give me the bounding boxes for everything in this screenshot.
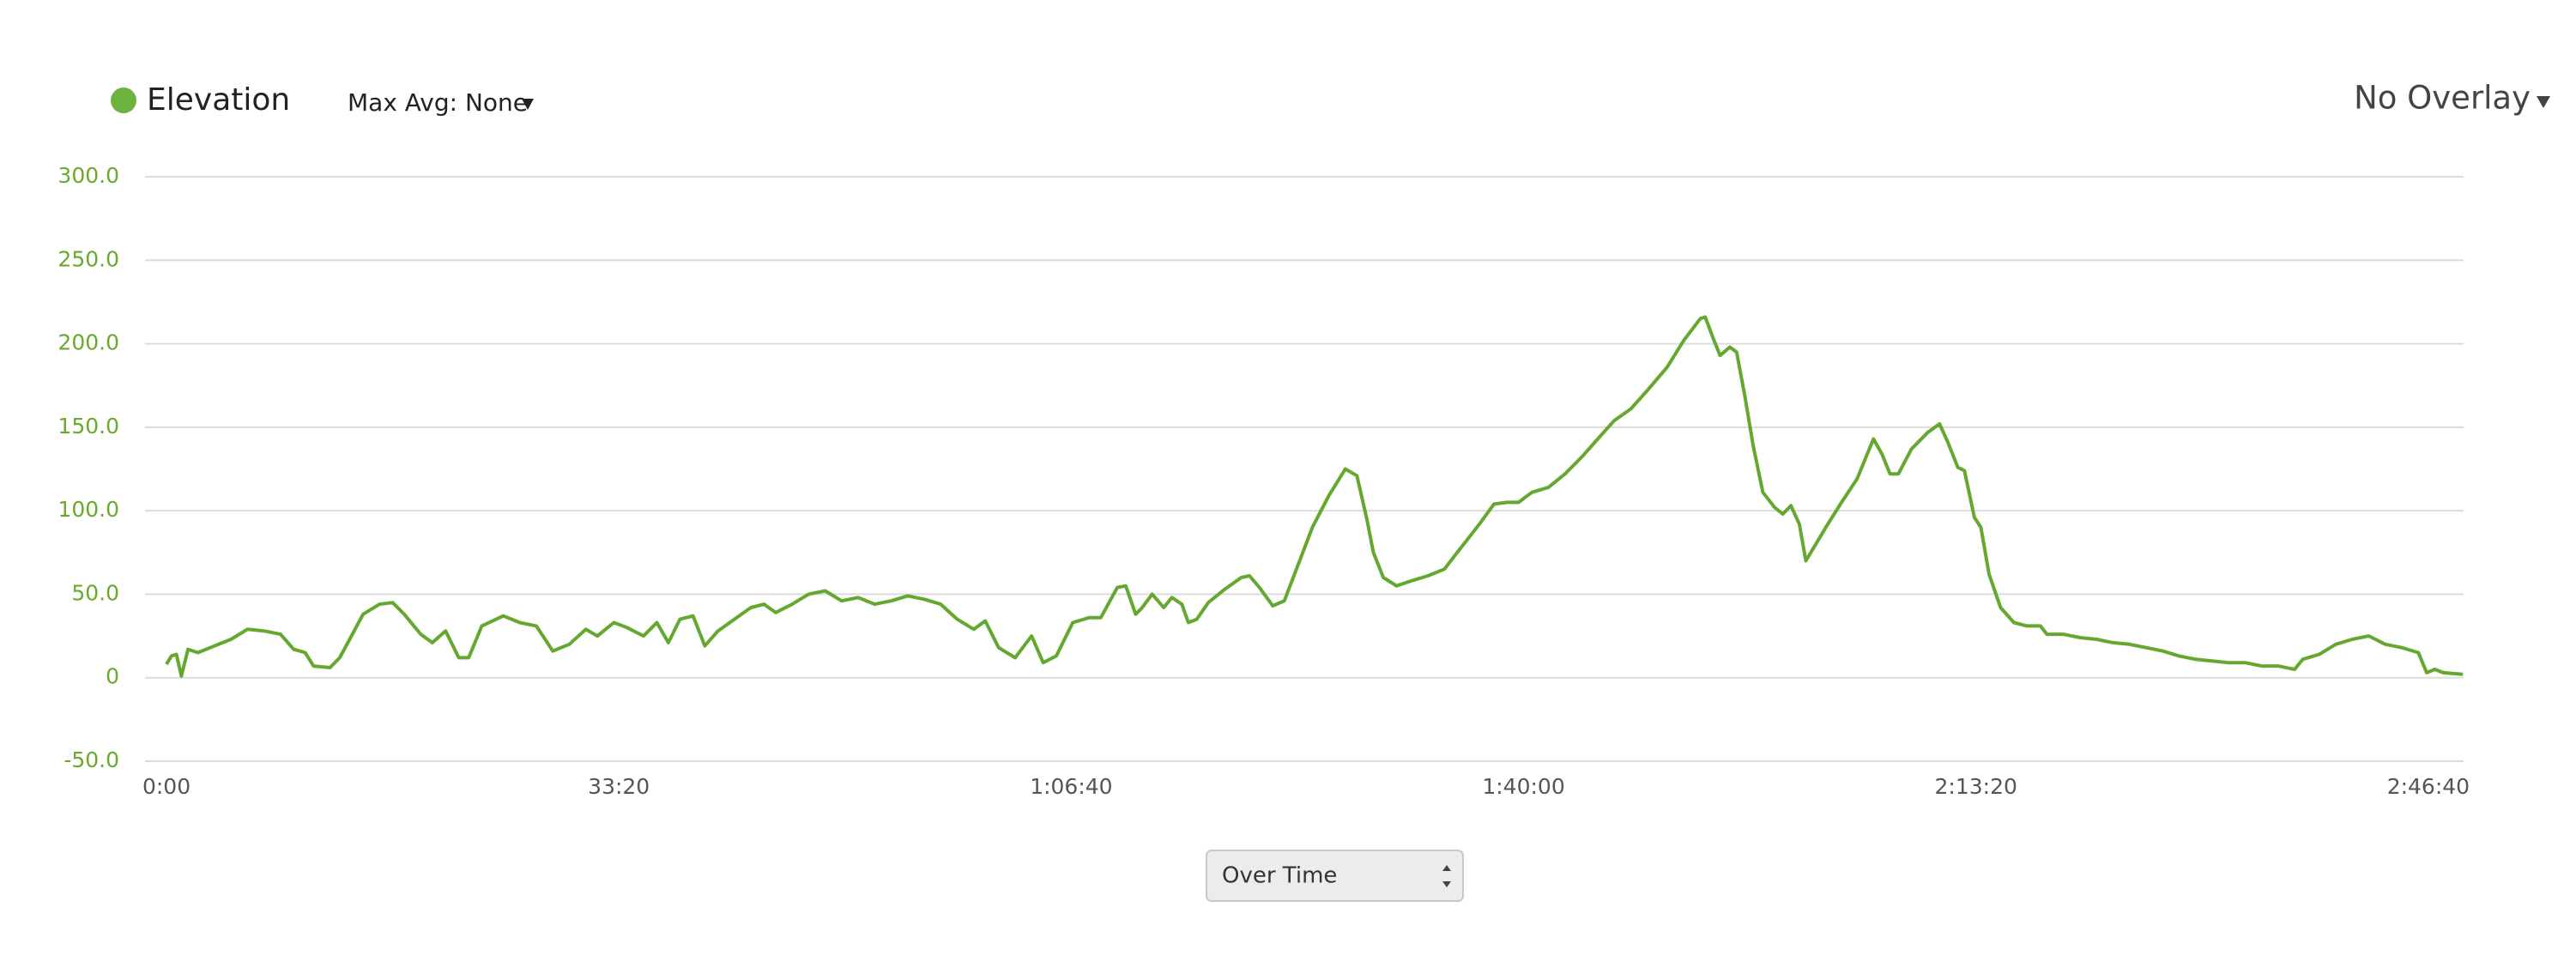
x-tick-label: 2:46:40: [2387, 774, 2470, 799]
y-tick-label: 250.0: [57, 246, 119, 271]
x-tick-label: 2:13:20: [1935, 774, 2017, 799]
select-box[interactable]: [1206, 850, 1464, 902]
legend-label: Elevation: [147, 82, 290, 118]
overlay-label[interactable]: No Overlay: [2354, 80, 2531, 117]
y-tick-label: 100.0: [57, 497, 119, 522]
max-avg-dropdown[interactable]: Max Avg: None: [348, 88, 534, 117]
x-tick-label: 0:00: [142, 774, 190, 799]
y-tick-label: 200.0: [57, 330, 119, 355]
dropdown-arrow: [2537, 96, 2550, 108]
y-tick-label: -50.0: [63, 747, 119, 772]
y-tick-label: 300.0: [57, 163, 119, 188]
x-tick-label: 33:20: [588, 774, 650, 799]
y-tick-label: 150.0: [57, 414, 119, 439]
legend-swatch: [111, 88, 136, 113]
x-tick-label: 1:40:00: [1482, 774, 1564, 799]
grid: -50.0 0 50.0 100.0 150.0 200.0 250.0 300.0 0:00 3…: [57, 163, 2470, 799]
x-tick-label: 1:06:40: [1030, 774, 1112, 799]
y-tick-label: 50.0: [71, 580, 119, 605]
y-tick-label: 0: [106, 664, 119, 689]
max-avg-label[interactable]: Max Avg: None: [348, 88, 528, 117]
dropdown-arrow: [522, 99, 534, 110]
select-label[interactable]: Over Time: [1222, 863, 1337, 889]
plot: [165, 315, 2464, 678]
select-arrows: [1442, 865, 1451, 887]
x-mode-select[interactable]: Over Time: [1206, 850, 1464, 902]
overlay-dropdown[interactable]: No Overlay: [2354, 80, 2550, 117]
data-line: [165, 315, 2464, 678]
